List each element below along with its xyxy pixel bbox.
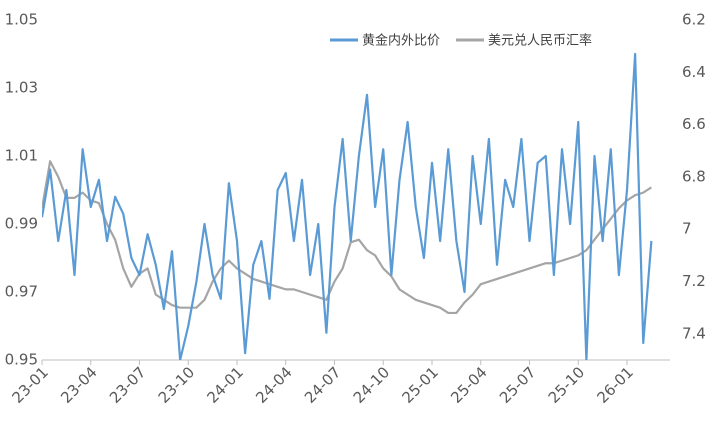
legend-label: 黄金内外比价 xyxy=(362,33,440,49)
y2-tick-label: 6.8 xyxy=(682,167,706,185)
x-tick-label: 23-07 xyxy=(106,363,150,407)
y2-tick-label: 6.2 xyxy=(682,11,706,29)
x-tick-label: 25-07 xyxy=(496,363,540,407)
legend-label: 美元兑人民币汇率 xyxy=(488,33,592,49)
plot-area xyxy=(42,52,653,360)
series-line xyxy=(42,52,653,360)
y-tick-label: 1.05 xyxy=(5,11,38,29)
x-tick-label: 23-04 xyxy=(57,363,101,407)
series-line xyxy=(42,160,652,315)
x-tick-label: 24-04 xyxy=(252,363,296,407)
x-tick-label: 25-04 xyxy=(447,363,491,407)
y2-tick-label: 7.2 xyxy=(682,272,706,290)
x-tick-label: 23-01 xyxy=(8,363,52,407)
x-tick-label: 23-10 xyxy=(155,363,199,407)
x-tick-label: 24-07 xyxy=(301,363,345,407)
y-tick-label: 0.97 xyxy=(5,283,38,301)
y-tick-label: 1.01 xyxy=(5,147,38,165)
x-tick-label: 24-10 xyxy=(350,363,394,407)
y2-tick-label: 7 xyxy=(682,220,692,238)
x-tick-label: 24-01 xyxy=(203,363,247,407)
y-tick-label: 1.03 xyxy=(5,79,38,97)
y-tick-label: 0.95 xyxy=(5,351,38,369)
y-tick-label: 0.99 xyxy=(5,215,38,233)
y2-tick-label: 6.6 xyxy=(682,115,706,133)
x-tick-label: 26-01 xyxy=(593,363,637,407)
y2-tick-label: 7.4 xyxy=(682,324,706,342)
y2-tick-label: 6.4 xyxy=(682,63,706,81)
x-tick-label: 25-01 xyxy=(398,363,442,407)
x-tick-label: 25-10 xyxy=(545,363,589,407)
